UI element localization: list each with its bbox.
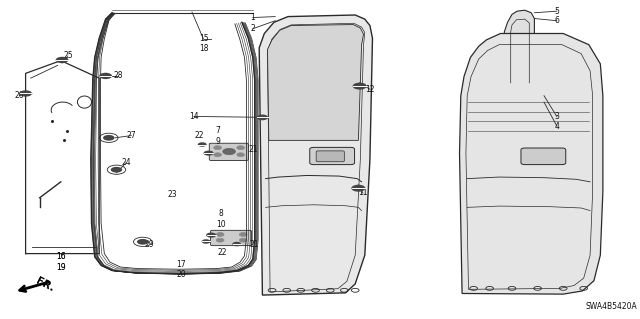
Text: 19: 19 bbox=[56, 263, 66, 272]
Text: SWA4B5420A: SWA4B5420A bbox=[585, 302, 637, 311]
Circle shape bbox=[351, 185, 365, 192]
Text: 4: 4 bbox=[554, 122, 559, 130]
Text: 1: 1 bbox=[250, 13, 255, 22]
Text: 19: 19 bbox=[56, 263, 66, 272]
FancyBboxPatch shape bbox=[310, 147, 355, 165]
Circle shape bbox=[204, 151, 214, 156]
Text: 23: 23 bbox=[168, 190, 178, 199]
FancyBboxPatch shape bbox=[209, 143, 248, 160]
Text: 10: 10 bbox=[216, 220, 226, 229]
Text: 12: 12 bbox=[365, 85, 374, 94]
Circle shape bbox=[223, 148, 236, 155]
Circle shape bbox=[198, 142, 207, 147]
Text: 7: 7 bbox=[215, 126, 220, 135]
Text: 8: 8 bbox=[218, 209, 223, 218]
Text: 20: 20 bbox=[176, 271, 186, 279]
Circle shape bbox=[202, 239, 211, 244]
Circle shape bbox=[19, 90, 32, 97]
Text: 27: 27 bbox=[126, 131, 136, 140]
Text: 17: 17 bbox=[176, 260, 186, 269]
Circle shape bbox=[239, 233, 247, 236]
Polygon shape bbox=[268, 25, 364, 140]
Polygon shape bbox=[259, 15, 372, 295]
Text: 29: 29 bbox=[144, 240, 154, 249]
Text: 14: 14 bbox=[189, 112, 199, 121]
Text: 26: 26 bbox=[14, 91, 24, 100]
Circle shape bbox=[237, 153, 244, 157]
Text: 16: 16 bbox=[56, 252, 66, 261]
Text: 22: 22 bbox=[195, 131, 204, 140]
Circle shape bbox=[232, 242, 241, 246]
Circle shape bbox=[353, 83, 367, 90]
Circle shape bbox=[237, 146, 244, 150]
Text: 22: 22 bbox=[218, 248, 227, 256]
Text: 11: 11 bbox=[358, 189, 367, 197]
Circle shape bbox=[103, 135, 115, 141]
Polygon shape bbox=[504, 10, 534, 83]
Text: 2: 2 bbox=[250, 24, 255, 33]
Circle shape bbox=[111, 167, 122, 173]
Circle shape bbox=[214, 153, 221, 157]
Text: 15: 15 bbox=[198, 34, 209, 43]
Text: 18: 18 bbox=[199, 44, 208, 53]
Text: FR.: FR. bbox=[34, 276, 56, 293]
FancyBboxPatch shape bbox=[521, 148, 566, 165]
Circle shape bbox=[137, 239, 148, 245]
Text: 16: 16 bbox=[56, 252, 66, 261]
Circle shape bbox=[216, 238, 224, 242]
Circle shape bbox=[239, 238, 247, 242]
Text: 25: 25 bbox=[63, 51, 73, 60]
Polygon shape bbox=[460, 33, 603, 294]
Circle shape bbox=[257, 115, 268, 120]
Circle shape bbox=[216, 233, 224, 236]
Text: 6: 6 bbox=[554, 16, 559, 25]
Circle shape bbox=[56, 57, 68, 63]
Circle shape bbox=[206, 233, 216, 238]
Text: 24: 24 bbox=[121, 158, 131, 167]
Text: 9: 9 bbox=[215, 137, 220, 146]
Text: 3: 3 bbox=[554, 112, 559, 121]
FancyBboxPatch shape bbox=[316, 151, 344, 162]
FancyBboxPatch shape bbox=[211, 230, 252, 246]
Text: 5: 5 bbox=[554, 7, 559, 16]
Circle shape bbox=[214, 146, 221, 150]
Text: 21: 21 bbox=[248, 145, 257, 154]
Circle shape bbox=[99, 73, 112, 79]
Text: 28: 28 bbox=[114, 71, 123, 80]
Text: 21: 21 bbox=[250, 240, 259, 249]
